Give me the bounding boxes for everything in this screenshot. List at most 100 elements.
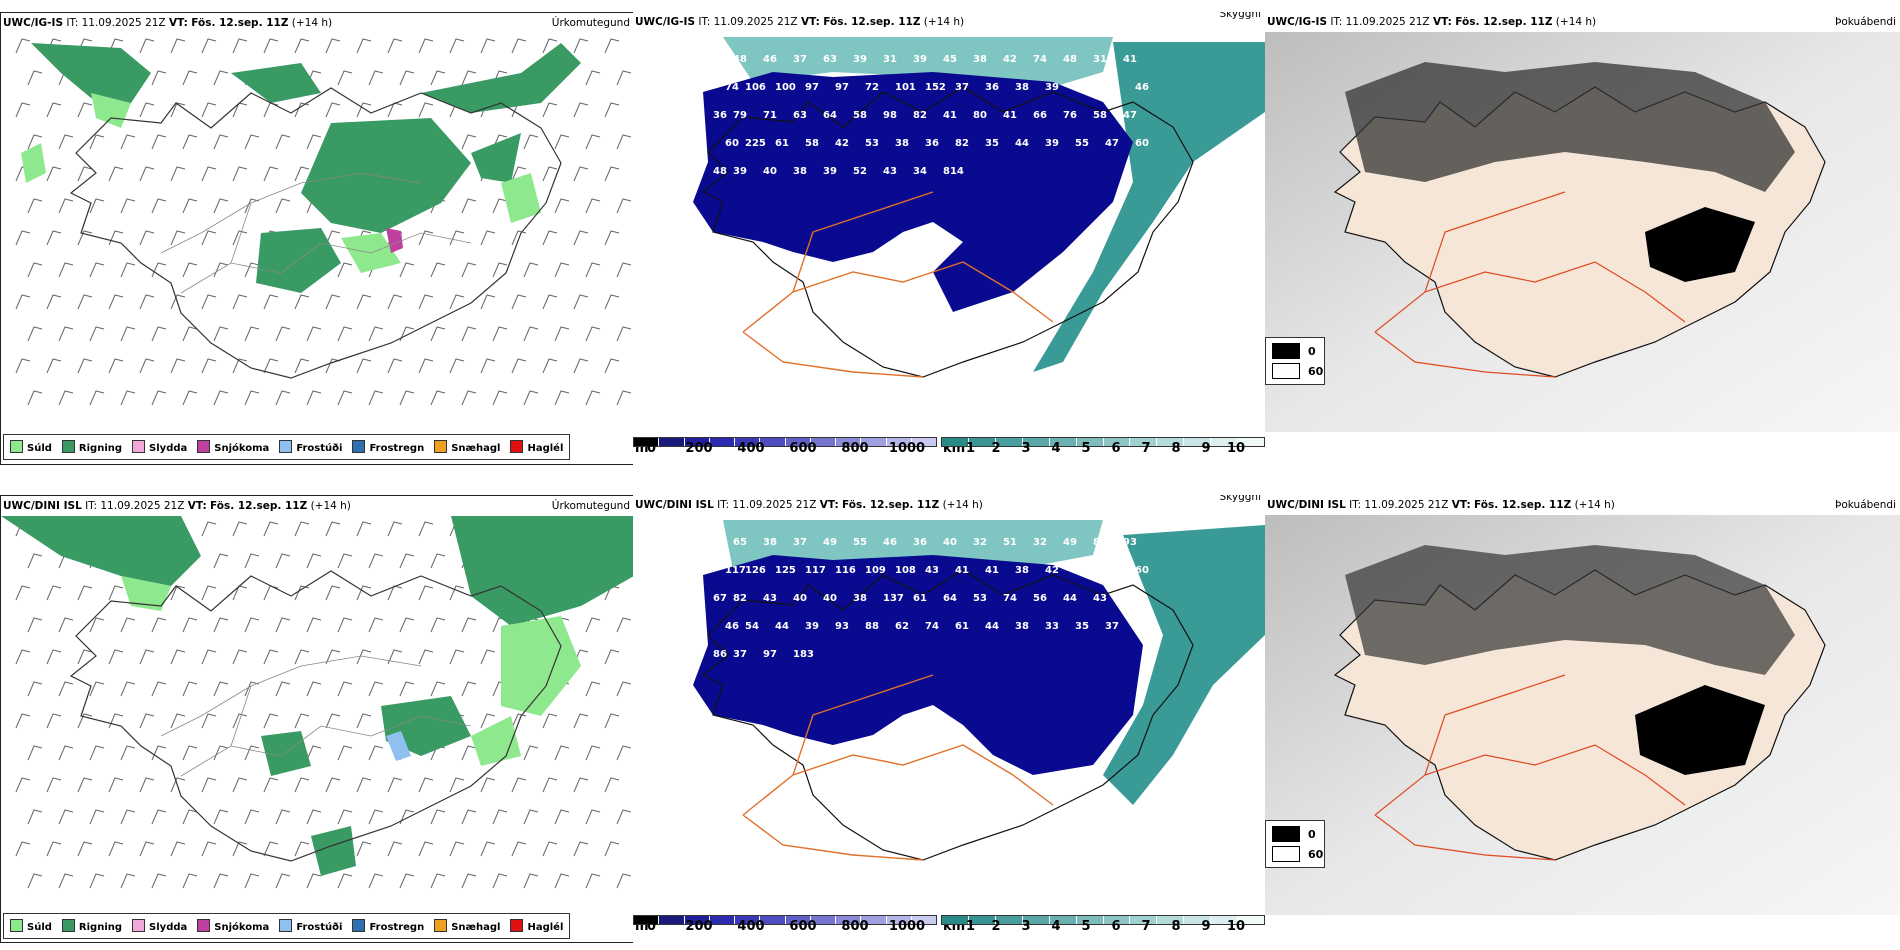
cloud-base-value: 41 (955, 565, 969, 576)
wind-barb (294, 713, 310, 729)
cloud-base-value: 32 (973, 537, 987, 548)
cloud-base-value: 64 (823, 110, 837, 121)
cloud-base-value: 32 (1033, 537, 1047, 548)
wind-barb (356, 38, 372, 54)
wind-barb (294, 358, 310, 374)
it-label: IT: (85, 500, 98, 512)
colorbar-step (1157, 916, 1185, 924)
wind-barb (46, 585, 62, 601)
colorbar-tick: 200 (685, 441, 713, 456)
wind-barb (77, 294, 93, 310)
wind-barb (523, 262, 539, 278)
wind-barb (139, 294, 155, 310)
legend-swatch (434, 440, 448, 453)
legend-swatch (352, 440, 366, 453)
colorbar-step (684, 916, 710, 924)
wind-barb (58, 134, 74, 150)
wind-barb (58, 262, 74, 278)
legend-item: Súld (10, 440, 52, 454)
wind-barb (151, 809, 167, 825)
wind-barb (46, 841, 62, 857)
wind-barb (573, 166, 589, 182)
valid-time: Fös. 12.sep. 11Z (1455, 16, 1553, 28)
cloud-base-value: 60 (1135, 138, 1149, 149)
wind-barb (604, 166, 620, 182)
legend-label: Slydda (149, 443, 188, 454)
model-name: UWC/IG-IS (3, 17, 64, 29)
wind-barb (139, 358, 155, 374)
vt-label: VT: (800, 16, 820, 28)
cloud-base-value: 52 (853, 166, 867, 177)
wind-barb (89, 809, 105, 825)
wind-barb (542, 38, 558, 54)
wind-barb (480, 294, 496, 310)
wind-barb (232, 777, 248, 793)
cloud-base-value: 38 (973, 54, 987, 65)
iceland-coastline (701, 86, 1194, 378)
model-name: UWC/IG-IS (1267, 16, 1328, 28)
wind-barb (263, 294, 279, 310)
cloud-base-colorbar (633, 915, 937, 925)
iceland-coastline (69, 87, 562, 379)
wind-barb (542, 841, 558, 857)
wind-barb (573, 230, 589, 246)
wind-barb (306, 390, 322, 406)
wind-barb (77, 841, 93, 857)
cloud-base-value: 44 (775, 621, 789, 632)
wind-barb (77, 166, 93, 182)
legend-swatch (132, 440, 146, 453)
wind-barb (275, 326, 291, 342)
cloud-base-value: 48 (733, 54, 747, 65)
cloud-base-value: 55 (1075, 138, 1089, 149)
wind-barb (511, 777, 527, 793)
cloud-base-value: 41 (943, 110, 957, 121)
wind-barb (368, 70, 384, 86)
wind-barb (263, 38, 279, 54)
cloud-base-value: 36 (713, 110, 727, 121)
legend-swatch (510, 440, 524, 453)
wind-barb (170, 841, 186, 857)
wind-barb (182, 809, 198, 825)
fog-legend-low: 0 (1308, 827, 1316, 841)
wind-barb (89, 873, 105, 889)
wind-barb (554, 262, 570, 278)
cloud-base-value: 36 (913, 537, 927, 548)
it-label: IT: (1330, 16, 1343, 28)
wind-barb (399, 390, 415, 406)
colorbar-tick: 2 (991, 919, 1001, 934)
visibility-colorbar (941, 437, 1265, 447)
cloud-base-value: 44 (1015, 138, 1029, 149)
legend-label: Frostúði (296, 922, 343, 933)
wind-barb (139, 230, 155, 246)
wind-barb (182, 134, 198, 150)
wind-barb (480, 230, 496, 246)
cloud-base-value: 125 (775, 565, 796, 576)
cloud-base-value: 82 (733, 593, 747, 604)
cloud-base-value: 49 (1063, 537, 1077, 548)
cloud-base-value: 82 (955, 138, 969, 149)
wind-barb (418, 585, 434, 601)
colorbar-tick: 200 (685, 919, 713, 934)
cloud-base-value: 61 (775, 138, 789, 149)
roads (742, 191, 1054, 378)
wind-barb (461, 809, 477, 825)
wind-barb (542, 358, 558, 374)
colorbar-tick: 0 (647, 441, 657, 456)
cloud-base-value: 106 (745, 82, 766, 93)
colorbar-step (995, 916, 1023, 924)
wind-barb (46, 713, 62, 729)
wind-barb (604, 38, 620, 54)
wind-barb (511, 230, 527, 246)
wind-barb (170, 358, 186, 374)
it-label: IT: (66, 17, 79, 29)
legend-item: Snæhagl (434, 440, 500, 454)
colorbar-step (1184, 438, 1212, 446)
wind-barb (151, 873, 167, 889)
legend-label: Frostregn (369, 443, 425, 454)
cloud-base-value: 31 (883, 54, 897, 65)
colorbar-tick: 1000 (888, 441, 926, 456)
wind-barb (306, 134, 322, 150)
wind-barb (151, 198, 167, 214)
vt-label: VT: (187, 500, 207, 512)
wind-barb (585, 873, 601, 889)
